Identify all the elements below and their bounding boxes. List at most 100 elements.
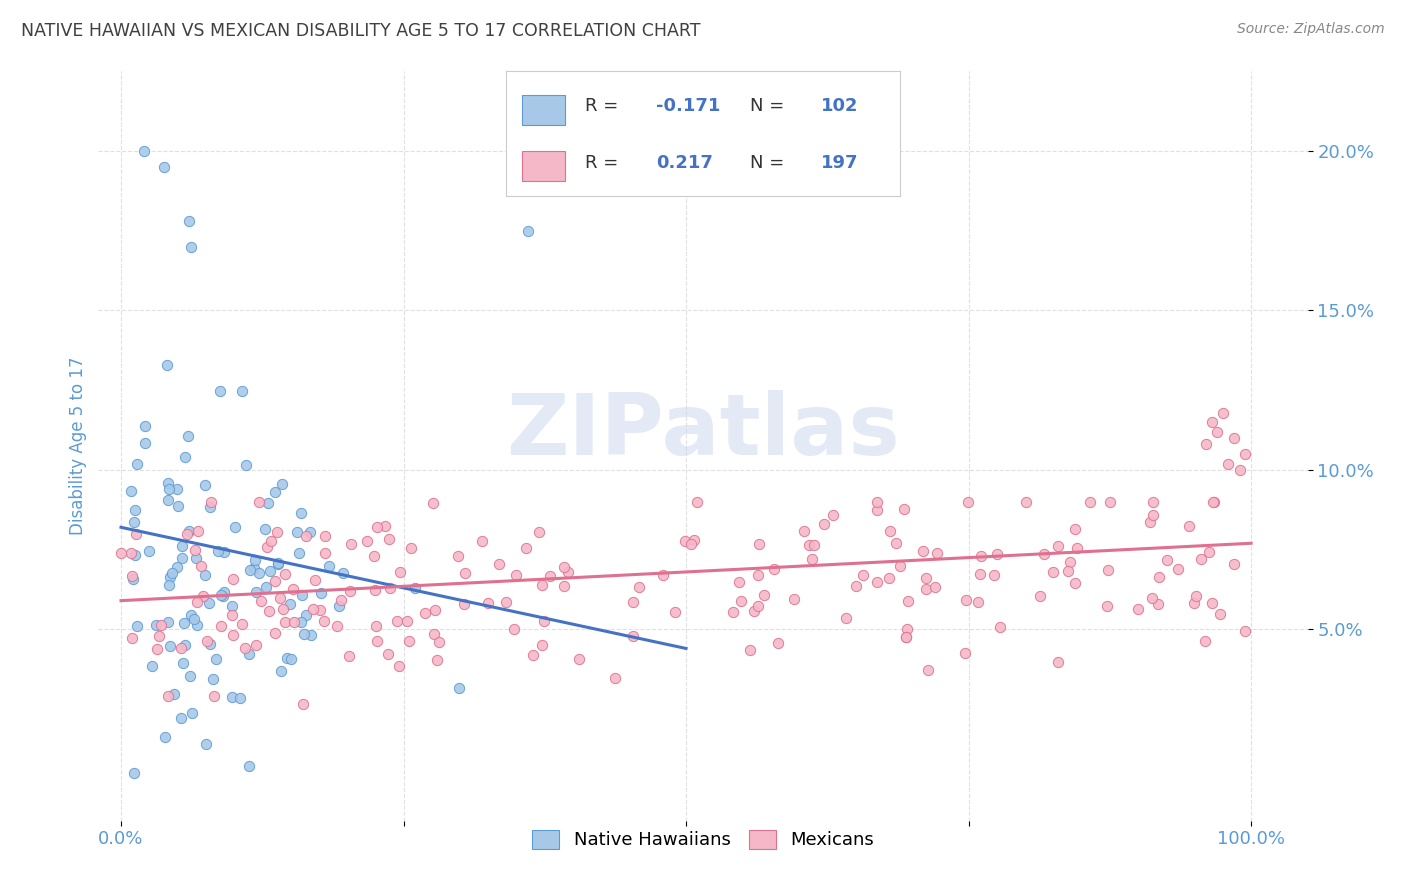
Point — [221, 627, 243, 641]
Legend: Native Hawaiians, Mexicans: Native Hawaiians, Mexicans — [524, 822, 882, 856]
Point — [983, 568, 1005, 582]
Point — [426, 653, 449, 667]
Point — [254, 580, 277, 594]
Point — [1047, 655, 1070, 669]
Point — [378, 581, 401, 595]
Point — [763, 561, 786, 575]
Point — [314, 529, 336, 543]
Point — [180, 240, 202, 254]
Point — [229, 690, 252, 705]
Point — [253, 522, 276, 536]
Point — [730, 594, 752, 608]
Point — [1139, 516, 1161, 530]
Point — [395, 615, 418, 629]
Point — [1142, 508, 1164, 522]
Point — [522, 648, 544, 663]
Point — [1156, 552, 1178, 566]
Point — [170, 641, 193, 656]
Point — [337, 648, 360, 663]
Point — [1223, 431, 1246, 445]
Point — [893, 502, 915, 516]
Point — [404, 581, 426, 595]
Point — [299, 628, 322, 642]
Point — [988, 620, 1011, 634]
Point — [821, 508, 844, 523]
Point — [366, 634, 388, 648]
Point — [1147, 570, 1170, 584]
Point — [173, 450, 195, 465]
Point — [257, 604, 280, 618]
Point — [799, 538, 821, 552]
Point — [274, 566, 297, 581]
Text: Source: ZipAtlas.com: Source: ZipAtlas.com — [1237, 22, 1385, 37]
Point — [378, 533, 401, 547]
Point — [1064, 522, 1087, 536]
Point — [1195, 437, 1218, 451]
Point — [259, 564, 281, 578]
Point — [204, 652, 226, 666]
Point — [915, 582, 938, 596]
Bar — [522, 95, 565, 125]
Point — [1028, 590, 1050, 604]
Point — [163, 687, 186, 701]
Point — [1218, 457, 1240, 471]
Point — [125, 619, 148, 633]
Point — [184, 550, 207, 565]
Point — [243, 561, 266, 575]
Point — [231, 384, 253, 398]
Point — [250, 594, 273, 608]
Point — [278, 597, 301, 611]
Point — [187, 524, 209, 538]
Point — [516, 224, 538, 238]
Point — [1015, 495, 1038, 509]
Point — [1032, 547, 1054, 561]
Point — [801, 551, 824, 566]
Point — [783, 591, 806, 606]
Point — [531, 638, 554, 652]
Point — [148, 630, 170, 644]
Point — [224, 519, 246, 533]
Point — [398, 633, 420, 648]
Text: N =: N = — [751, 153, 790, 171]
Point — [291, 588, 314, 602]
Point — [1057, 564, 1080, 578]
Point — [721, 605, 744, 619]
Point — [200, 500, 222, 515]
Point — [280, 652, 302, 666]
Text: R =: R = — [585, 97, 624, 115]
Point — [925, 546, 948, 560]
Point — [793, 524, 815, 538]
Point — [1202, 495, 1225, 509]
Point — [529, 525, 551, 540]
Point — [212, 545, 235, 559]
Point — [183, 612, 205, 626]
Point — [1201, 596, 1223, 610]
Point — [180, 607, 202, 622]
Point — [356, 534, 378, 549]
Point — [245, 638, 267, 652]
Point — [866, 575, 889, 590]
Point — [495, 595, 517, 609]
Point — [1140, 591, 1163, 605]
Point — [1209, 607, 1232, 621]
Point — [198, 637, 221, 651]
Point — [274, 615, 297, 629]
Point — [212, 589, 235, 603]
Point — [886, 536, 908, 550]
Point — [955, 593, 977, 607]
Point — [186, 595, 208, 609]
Point — [121, 569, 143, 583]
Point — [894, 630, 917, 644]
Point — [239, 563, 262, 577]
Point — [285, 524, 308, 539]
Point — [264, 625, 287, 640]
Point — [453, 597, 475, 611]
Point — [294, 608, 316, 623]
Point — [399, 541, 422, 555]
Point — [364, 582, 387, 597]
Point — [138, 544, 160, 558]
Point — [145, 617, 167, 632]
Point — [149, 618, 172, 632]
Point — [422, 496, 444, 510]
Point — [328, 599, 350, 614]
